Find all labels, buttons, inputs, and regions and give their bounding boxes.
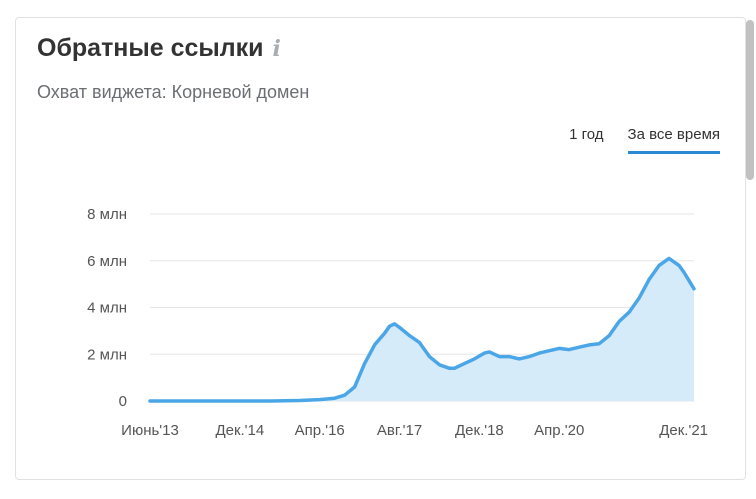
y-tick-label: 6 млн bbox=[87, 253, 127, 270]
x-tick-label: Авг.'17 bbox=[377, 422, 422, 439]
widget-subtitle: Охват виджета: Корневой домен bbox=[37, 82, 310, 102]
chart-area bbox=[150, 258, 694, 401]
y-tick-label: 2 млн bbox=[87, 346, 127, 363]
x-tick-label: Апр.'16 bbox=[295, 422, 345, 439]
widget-title-text: Обратные ссылки bbox=[37, 34, 264, 62]
y-tick-label: 0 bbox=[119, 393, 127, 410]
chart-line bbox=[148, 256, 696, 403]
backlinks-chart: 0 2 млн 4 млн 6 млн 8 млн Июнь'13 Дек.'14 Апр.'… bbox=[87, 206, 708, 439]
period-tabs: 1 год За все время bbox=[569, 126, 720, 154]
x-tick-label: Апр.'20 bbox=[534, 422, 584, 439]
x-tick-label: Дек.'14 bbox=[215, 422, 264, 439]
backlinks-widget bbox=[15, 17, 746, 480]
tab-1-year[interactable]: 1 год bbox=[569, 126, 604, 143]
tab-all-time[interactable]: За все время bbox=[627, 126, 720, 154]
scrollbar[interactable] bbox=[742, 0, 756, 499]
x-tick-label: Дек.'18 bbox=[455, 422, 504, 439]
x-tick-label: Дек.'21 bbox=[659, 422, 708, 439]
info-icon[interactable]: i bbox=[272, 36, 281, 62]
y-tick-label: 8 млн bbox=[87, 206, 127, 223]
scrollbar-thumb[interactable] bbox=[746, 20, 754, 180]
y-tick-label: 4 млн bbox=[87, 300, 127, 317]
x-tick-label: Июнь'13 bbox=[121, 422, 179, 439]
widget-title: Обратные ссылки i bbox=[37, 34, 281, 63]
